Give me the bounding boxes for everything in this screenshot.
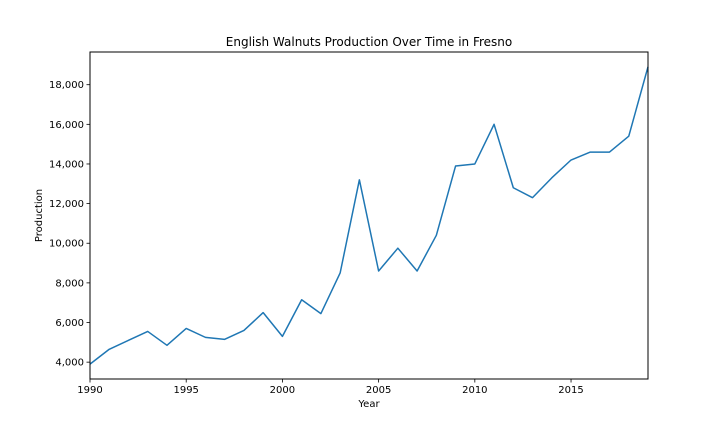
plot-frame [89,51,649,380]
data-point [223,338,226,341]
chart-title: English Walnuts Production Over Time in … [226,35,512,49]
x-tick-label: 2010 [462,385,487,396]
series-line [89,66,649,365]
data-point [570,159,573,162]
series-layer [89,66,649,365]
data-point [146,330,149,333]
data-point [473,162,476,165]
data-point [319,312,322,315]
y-tick-label: 4,000 [55,358,84,369]
x-tick-label: 2000 [270,385,295,396]
x-tick-label: 2005 [366,385,391,396]
y-axis-title: Production [34,189,45,242]
data-point [454,164,457,167]
data-point [493,123,496,126]
y-tick-label: 18,000 [49,80,84,91]
data-point [627,135,630,138]
y-tick-label: 10,000 [49,239,84,250]
x-axis-title: Year [357,399,380,410]
data-point [165,344,168,347]
data-point [339,271,342,274]
data-point [550,176,553,179]
data-point [281,335,284,338]
x-tick-label: 1995 [173,385,198,396]
data-point [358,178,361,181]
data-point [589,151,592,154]
data-point [608,151,611,154]
y-tick-label: 14,000 [49,159,84,170]
x-tick-label: 2015 [558,385,583,396]
x-axis-ticks: 1990 1995 2000 2005 2010 2015 [77,379,584,396]
data-point [416,269,419,272]
data-point [300,298,303,301]
data-point [242,329,245,332]
y-tick-label: 12,000 [49,199,84,210]
data-point [108,348,111,351]
data-point [204,336,207,339]
y-tick-label: 16,000 [49,120,84,131]
data-point [127,339,130,342]
data-point [396,247,399,250]
x-tick-label: 1990 [77,385,102,396]
y-tick-label: 6,000 [55,318,84,329]
data-point [512,186,515,189]
y-tick-label: 8,000 [55,278,84,289]
y-axis-ticks: 4,000 6,000 8,000 10,000 12,000 14,000 16,000 1… [49,80,90,369]
data-point [185,327,188,330]
data-point [435,234,438,237]
data-point [377,269,380,272]
data-point [531,196,534,199]
data-point [262,311,265,314]
